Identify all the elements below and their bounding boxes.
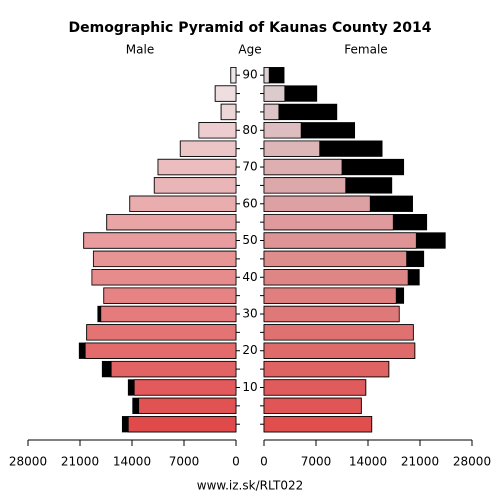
- bar-base: [157, 158, 237, 176]
- age-label: 80: [242, 123, 257, 137]
- bar-base: [230, 67, 237, 84]
- x-tick-label: 0: [260, 455, 268, 469]
- bar-base: [263, 305, 400, 323]
- bar-base: [263, 397, 362, 414]
- x-tick-label: 28000: [9, 455, 47, 469]
- bar-base: [263, 195, 371, 212]
- age-label: 70: [242, 160, 257, 174]
- bar-base: [263, 250, 408, 268]
- bar-base: [263, 360, 390, 378]
- age-label: 10: [242, 380, 257, 394]
- bar-base: [138, 397, 237, 414]
- bar-base: [263, 416, 373, 433]
- x-tick-label: 14000: [113, 455, 151, 469]
- bar-base: [263, 269, 409, 286]
- bar-base: [106, 213, 237, 231]
- bar-base: [86, 324, 237, 341]
- bar-base: [263, 232, 417, 249]
- age-label: 90: [242, 68, 257, 82]
- bar-base: [263, 379, 367, 396]
- bar-base: [103, 287, 237, 304]
- bar-base: [263, 140, 321, 157]
- bar-base: [263, 67, 270, 84]
- bar-base: [91, 269, 237, 286]
- bar-base: [263, 103, 280, 121]
- male-label: Male: [126, 43, 154, 57]
- age-label: 50: [242, 233, 257, 247]
- footer: www.iz.sk/RLT022: [197, 479, 303, 493]
- bar-base: [263, 213, 394, 231]
- x-tick-label: 7000: [169, 455, 200, 469]
- age-label: 30: [242, 306, 257, 320]
- bar-base: [153, 177, 237, 194]
- bar-base: [263, 342, 416, 359]
- bar-base: [263, 85, 286, 102]
- bar-base: [263, 324, 414, 341]
- bar-base: [110, 360, 237, 378]
- bar-base: [129, 195, 237, 212]
- bar-base: [263, 158, 343, 176]
- age-label: 20: [242, 343, 257, 357]
- bar-base: [84, 342, 237, 359]
- x-tick-label: 21000: [401, 455, 439, 469]
- x-tick-label: 14000: [349, 455, 387, 469]
- bar-base: [263, 287, 397, 304]
- bar-base: [198, 122, 237, 139]
- x-tick-label: 21000: [61, 455, 99, 469]
- female-label: Female: [344, 43, 387, 57]
- bar-base: [127, 416, 237, 433]
- bar-base: [100, 305, 237, 323]
- bar-base: [220, 103, 237, 121]
- x-tick-label: 0: [232, 455, 240, 469]
- bar-base: [263, 177, 347, 194]
- chart-title: Demographic Pyramid of Kaunas County 201…: [69, 20, 432, 36]
- bar-base: [179, 140, 237, 157]
- x-tick-label: 7000: [301, 455, 332, 469]
- age-label: 60: [242, 196, 257, 210]
- age-label: 40: [242, 270, 257, 284]
- x-tick-label: 28000: [453, 455, 491, 469]
- bar-base: [83, 232, 237, 249]
- age-label: Age: [238, 43, 261, 57]
- bar-base: [214, 85, 237, 102]
- bar-base: [133, 379, 237, 396]
- bar-base: [263, 122, 302, 139]
- bar-base: [92, 250, 237, 268]
